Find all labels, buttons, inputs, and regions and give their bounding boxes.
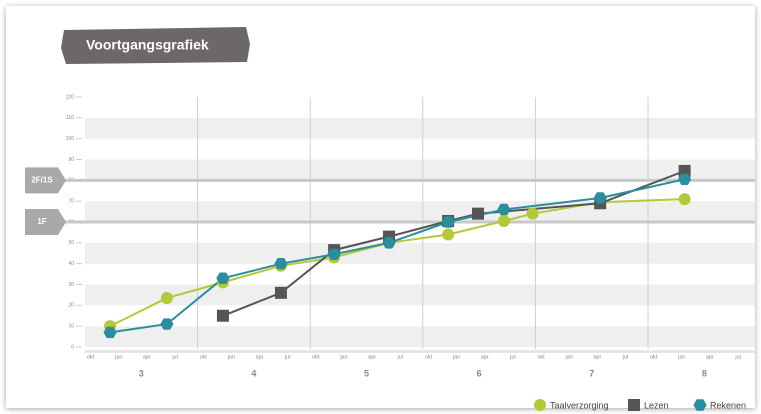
y-tick-label: 50 [68, 240, 74, 246]
x-tick-label: jul [734, 354, 741, 360]
point [327, 248, 341, 260]
point [103, 326, 117, 339]
x-tick-label: okt [200, 354, 208, 360]
chart-title: Voortgangsgrafiek [86, 37, 209, 53]
x-tick-label: okt [87, 354, 95, 360]
grid-band [85, 242, 755, 264]
point [471, 207, 484, 220]
point [274, 286, 287, 299]
x-axis-strip [85, 350, 755, 353]
x-tick-label: apr [593, 354, 601, 360]
x-tick-label: jul [397, 354, 404, 360]
x-tick-label: jul [509, 354, 516, 360]
x-tick-label: okt [312, 354, 320, 360]
group-label: 7 [589, 368, 594, 378]
point [382, 237, 396, 249]
point [441, 216, 455, 228]
legend-label: Rekenen [710, 400, 746, 410]
x-tick-label: jan [677, 354, 685, 360]
title-badge [61, 27, 250, 64]
group-label: 3 [139, 368, 144, 378]
series-line [222, 170, 685, 317]
x-tick-label: jan [114, 354, 122, 360]
x-tick-label: jul [284, 354, 291, 360]
y-tick-label: 70 [68, 198, 74, 204]
point [678, 193, 691, 206]
y-tick-label: 120 [66, 94, 75, 100]
point [442, 228, 455, 241]
point [497, 214, 510, 227]
reference-tag [25, 209, 66, 235]
x-tick-label: apr [368, 354, 376, 360]
group-label: 5 [364, 368, 369, 378]
x-tick-label: okt [537, 354, 545, 360]
series-line [109, 178, 685, 334]
point [216, 272, 230, 284]
grid-band [85, 201, 755, 222]
x-tick-label: okt [650, 354, 658, 360]
y-tick-label: 10 [68, 323, 74, 329]
x-tick-label: jan [227, 354, 235, 360]
x-tick-label: jul [171, 354, 178, 360]
grid-band [85, 284, 755, 306]
x-tick-label: apr [256, 354, 264, 360]
legend-marker [628, 399, 640, 411]
point [160, 318, 174, 330]
y-tick-label: 0 [71, 344, 74, 350]
x-tick-label: jan [452, 354, 460, 360]
group-label: 6 [477, 368, 482, 378]
x-tick-label: apr [143, 354, 151, 360]
x-tick-label: jul [622, 354, 629, 360]
y-tick-label: 90 [68, 157, 74, 163]
reference-tag [25, 167, 66, 194]
x-tick-label: jan [565, 354, 573, 360]
x-tick-label: apr [481, 354, 489, 360]
group-label: 8 [702, 368, 707, 378]
legend-marker [693, 399, 707, 411]
point [216, 309, 229, 322]
x-tick-label: apr [706, 354, 714, 360]
point [678, 173, 692, 185]
grid-band [85, 117, 755, 139]
legend-label: Lezen [644, 400, 669, 410]
legend-marker [534, 399, 546, 411]
legend-label: Taalverzorging [550, 400, 609, 410]
point [526, 207, 539, 220]
group-label: 4 [251, 368, 256, 378]
y-tick-label: 110 [66, 115, 74, 121]
x-tick-label: jan [339, 354, 347, 360]
reference-label: 1F [37, 217, 46, 226]
y-tick-label: 20 [68, 303, 74, 309]
point [274, 258, 288, 270]
y-tick-label: 30 [68, 282, 74, 288]
x-tick-label: okt [425, 354, 433, 360]
grid-band [85, 326, 755, 347]
point [593, 192, 607, 204]
y-tick-label: 100 [66, 136, 75, 142]
point [160, 292, 173, 305]
y-tick-label: 40 [68, 261, 74, 267]
point [497, 203, 511, 216]
reference-label: 2F/1S [31, 175, 53, 184]
grid-band [85, 159, 755, 181]
